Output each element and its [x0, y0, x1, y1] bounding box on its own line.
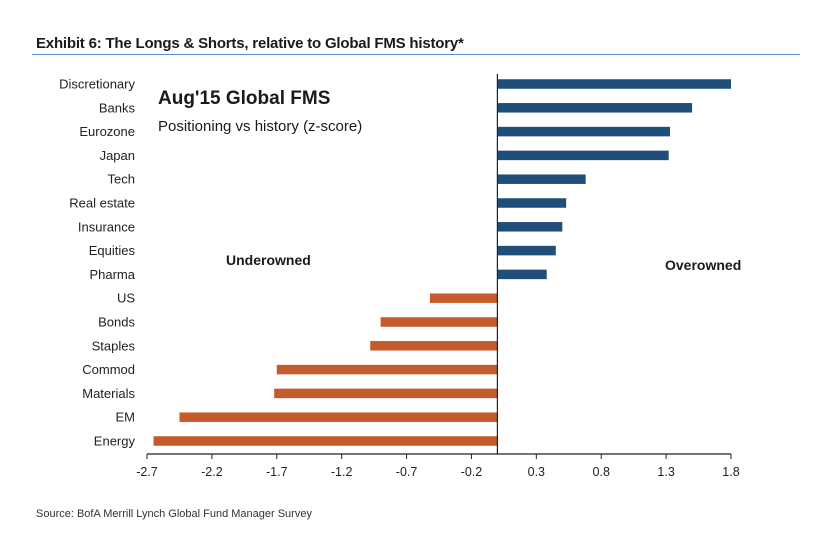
bar-pharma	[497, 269, 547, 280]
category-label: Pharma	[89, 267, 135, 282]
chart-subtitle: Positioning vs history (z-score)	[158, 118, 362, 135]
annotation-underowned: Underowned	[226, 252, 311, 268]
bar-commod	[276, 364, 498, 375]
bar-staples	[370, 341, 498, 351]
title-rule	[32, 54, 800, 55]
category-label: Eurozone	[79, 124, 135, 139]
x-tick-label: 1.8	[722, 465, 739, 479]
annotation-overowned: Overowned	[665, 257, 741, 273]
bar-real-estate	[497, 198, 567, 208]
bar-japan	[497, 150, 669, 161]
category-label: Real estate	[69, 196, 135, 211]
bar-equities	[497, 245, 556, 256]
bar-insurance	[497, 222, 563, 232]
bar-tech	[497, 174, 586, 184]
category-label: Energy	[94, 434, 136, 449]
bar-us	[429, 293, 498, 303]
bar-eurozone	[497, 126, 671, 137]
category-label: Commod	[82, 362, 135, 377]
x-ticks: -2.7 -2.2 -1.7 -1.2 -0.7 -0.2 0.3 0.8 1.3 1.8	[136, 454, 740, 479]
bar-banks	[497, 103, 693, 113]
category-label: Discretionary	[59, 77, 135, 92]
category-label: Equities	[89, 243, 136, 258]
category-label: Banks	[99, 100, 136, 115]
category-label: Materials	[82, 386, 135, 401]
category-label: Tech	[108, 172, 135, 187]
x-tick-label: -2.2	[201, 465, 223, 479]
source-note: Source: BofA Merrill Lynch Global Fund M…	[36, 508, 312, 520]
category-labels: Discretionary Banks Eurozone Japan Tech Real …	[59, 77, 136, 449]
category-label: Insurance	[78, 219, 135, 234]
x-tick-label: -1.7	[266, 465, 288, 479]
exhibit-title: Exhibit 6: The Longs & Shorts, relative …	[36, 35, 464, 52]
x-tick-label: -2.7	[136, 465, 158, 479]
category-label: Bonds	[98, 315, 135, 330]
x-tick-label: -0.2	[461, 465, 483, 479]
x-tick-label: 1.3	[657, 465, 674, 479]
bar-em	[179, 412, 498, 422]
bar-energy	[153, 436, 498, 446]
category-label: US	[117, 291, 135, 306]
category-label: Japan	[100, 148, 135, 163]
bar-discretionary	[497, 79, 731, 89]
bar-materials	[274, 388, 498, 399]
x-tick-label: 0.8	[593, 465, 610, 479]
bar-chart: Discretionary Banks Eurozone Japan Tech Real …	[59, 74, 741, 479]
bars-group	[153, 79, 731, 446]
category-label: Staples	[92, 338, 136, 353]
x-tick-label: -1.2	[331, 465, 353, 479]
chart-title: Aug'15 Global FMS	[158, 88, 330, 109]
category-label: EM	[116, 410, 136, 425]
x-tick-label: 0.3	[528, 465, 545, 479]
bar-bonds	[380, 317, 498, 327]
x-tick-label: -0.7	[396, 465, 418, 479]
